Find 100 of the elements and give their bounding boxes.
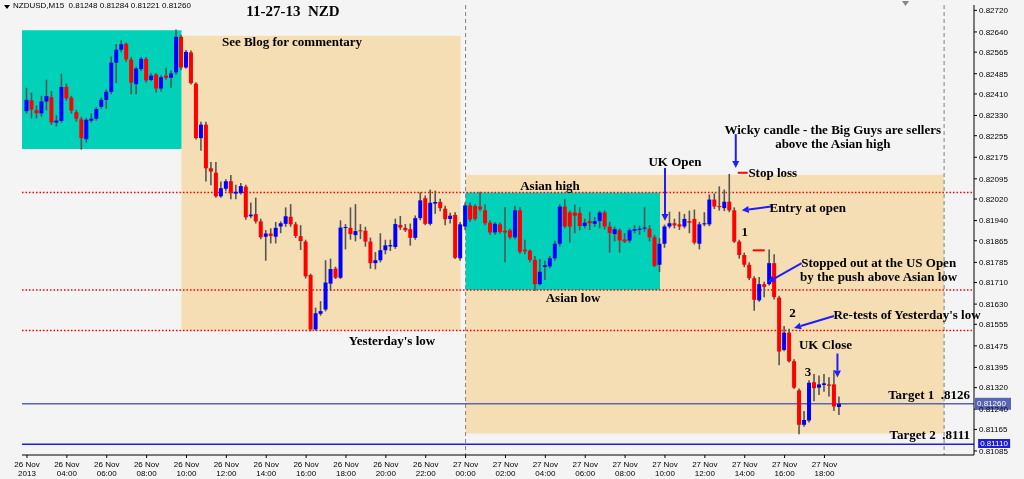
candlestick bbox=[129, 57, 134, 95]
x-tick-label: 27 Nov 00:00 bbox=[452, 460, 479, 478]
candlestick bbox=[428, 189, 433, 226]
candlestick bbox=[413, 215, 418, 240]
candlestick bbox=[169, 70, 174, 88]
x-tick-label: 26 Nov 16:00 bbox=[293, 460, 319, 478]
candlestick bbox=[483, 204, 488, 226]
x-tick-label: 27 Nov 14:00 bbox=[732, 460, 758, 478]
y-tick-label: 0.81085 bbox=[979, 446, 1009, 456]
candlestick bbox=[782, 325, 787, 352]
y-tick-label: 0.81630 bbox=[979, 299, 1009, 309]
candlestick bbox=[418, 192, 423, 221]
annotation: 3 bbox=[804, 364, 812, 380]
candlestick bbox=[577, 207, 582, 231]
text: 0.81110 bbox=[978, 439, 1010, 448]
x-tick-label: 27 Nov 12:00 bbox=[692, 460, 718, 478]
y-tick-label: 0.81865 bbox=[979, 236, 1009, 246]
y-tick-label: 0.82720 bbox=[979, 6, 1009, 16]
candlestick bbox=[144, 57, 149, 83]
candlestick bbox=[836, 396, 841, 416]
x-tick-label: 26 Nov 14:00 bbox=[253, 460, 279, 478]
annotation: UK Open bbox=[648, 154, 702, 170]
candlestick bbox=[722, 189, 727, 212]
candlestick bbox=[288, 204, 293, 227]
candlestick bbox=[134, 66, 139, 95]
x-tick-label: 26 Nov 06:00 bbox=[94, 460, 120, 478]
annotation: UK Close bbox=[798, 336, 853, 352]
x-tick-label: 26 Nov 20:00 bbox=[373, 460, 399, 478]
candlestick bbox=[84, 117, 89, 143]
candlestick bbox=[363, 226, 368, 247]
annotation: Stopped out at the US Open by the push above Asian low bbox=[800, 254, 958, 284]
candlestick bbox=[697, 221, 702, 250]
candlestick bbox=[24, 87, 29, 114]
candlestick bbox=[263, 230, 268, 261]
y-tick-label: 0.81475 bbox=[979, 341, 1009, 351]
candlestick bbox=[592, 217, 597, 227]
y-tick-label: 0.81165 bbox=[979, 425, 1008, 435]
annotation: Wicky candle - the Big Guys are sellers above the Asian high bbox=[724, 121, 942, 151]
candlestick bbox=[767, 249, 772, 286]
y-tick-label: 0.82175 bbox=[979, 153, 1009, 163]
candlestick bbox=[812, 373, 817, 402]
x-tick-label: 26 Nov 08:00 bbox=[133, 460, 160, 478]
annotation: Stop loss bbox=[748, 164, 798, 180]
candlestick bbox=[39, 95, 44, 117]
chart-subtitle: NZDUSD,M15 0.81248 0.81284 0.81221 0.81260 bbox=[13, 1, 191, 10]
y-tick-label: 0.82565 bbox=[979, 48, 1009, 57]
chart-title: 11-27-13 NZD bbox=[246, 3, 340, 20]
y-tick-label: 0.82255 bbox=[979, 131, 1009, 141]
y-tick-label: 0.81940 bbox=[979, 216, 1009, 226]
x-tick-label: 27 Nov 02:00 bbox=[492, 460, 519, 478]
y-tick-label: 0.81555 bbox=[979, 320, 1009, 330]
x-tick-label: 27 Nov 10:00 bbox=[652, 460, 678, 478]
candlestick bbox=[642, 207, 647, 232]
annotation: 1 bbox=[741, 223, 748, 239]
candlestick bbox=[44, 79, 49, 111]
y-tick-label: 0.82095 bbox=[979, 174, 1009, 184]
annotation: Asian low bbox=[545, 290, 601, 306]
x-tick-label: 26 Nov 18:00 bbox=[333, 460, 359, 478]
x-tick-label: 26 Nov 04:00 bbox=[54, 460, 80, 478]
candlestick bbox=[198, 121, 203, 151]
annotation: Yesterday's low bbox=[348, 333, 436, 349]
y-tick-label: 0.81710 bbox=[979, 278, 1009, 288]
y-tick-label: 0.82485 bbox=[979, 69, 1009, 79]
x-tick-label: 27 Nov 08:00 bbox=[612, 460, 638, 478]
candlestick bbox=[757, 276, 762, 302]
y-tick-label: 0.82020 bbox=[979, 194, 1009, 204]
candlestick bbox=[273, 221, 278, 244]
candlestick bbox=[378, 233, 383, 263]
y-tick-label: 0.82640 bbox=[979, 27, 1009, 37]
candlestick bbox=[348, 207, 353, 240]
candlestick bbox=[821, 373, 826, 392]
candlestick bbox=[114, 44, 119, 83]
candlestick bbox=[353, 204, 358, 242]
x-tick-label: 27 Nov 18:00 bbox=[811, 460, 838, 478]
y-tick-label: 0.82410 bbox=[979, 89, 1009, 99]
x-tick-label: 26 Nov 10:00 bbox=[173, 460, 200, 478]
candlestick bbox=[831, 370, 836, 412]
candlestick bbox=[448, 212, 453, 224]
x-tick-label: 27 Nov 16:00 bbox=[771, 460, 798, 478]
x-tick-label: 27 Nov 04:00 bbox=[532, 460, 559, 478]
annotation: See Blog for commentary bbox=[221, 34, 363, 50]
annotation: Entry at open bbox=[769, 199, 847, 215]
y-tick-label: 0.82330 bbox=[979, 111, 1009, 121]
candlestick bbox=[607, 221, 612, 253]
candlestick bbox=[657, 238, 662, 273]
candlestick bbox=[79, 116, 84, 150]
candlestick bbox=[298, 225, 303, 250]
y-tick-label: 0.81395 bbox=[979, 363, 1009, 373]
candlestick bbox=[343, 224, 348, 250]
candlestick bbox=[29, 92, 34, 119]
y-tick-label: 0.81785 bbox=[979, 258, 1009, 268]
x-tick-label: 27 Nov 06:00 bbox=[572, 460, 598, 478]
x-tick-label: 26 Nov 2013 bbox=[14, 460, 40, 478]
candlestick bbox=[368, 237, 373, 269]
candlestick bbox=[208, 162, 213, 186]
candlestick bbox=[253, 197, 258, 224]
ref-line-label: Target 2 .8111 bbox=[889, 427, 970, 443]
candlestick bbox=[582, 218, 587, 229]
annotation: Asian high bbox=[520, 178, 580, 194]
x-tick-label: 26 Nov 12:00 bbox=[213, 460, 240, 478]
